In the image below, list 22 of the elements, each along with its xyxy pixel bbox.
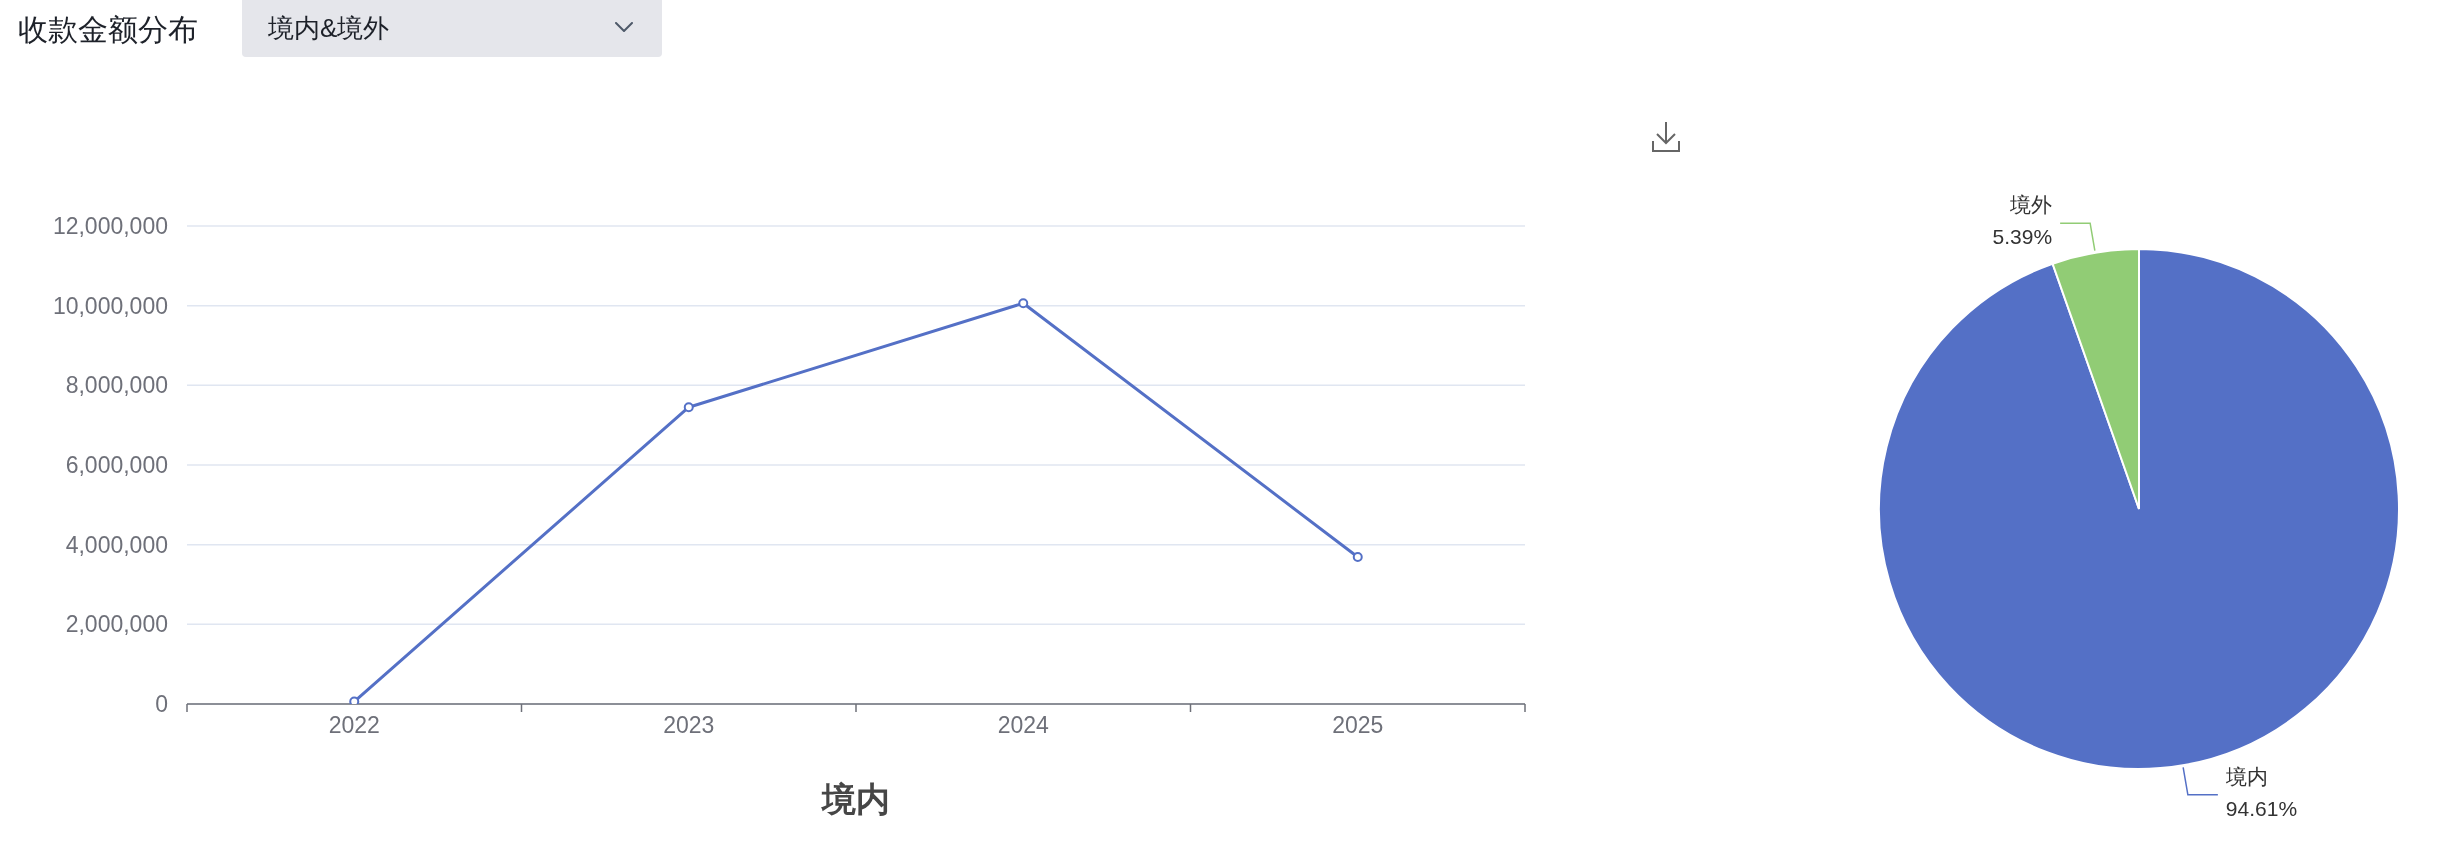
point: [683, 402, 694, 413]
text: 境内: [820, 779, 891, 820]
y-tick-label: 6,000,000: [65, 452, 168, 479]
text: 收款金额分布: [18, 12, 198, 48]
x-tick-label: 2022: [328, 712, 380, 739]
y-tick-label: 12,000,000: [52, 213, 168, 240]
x-tick-label: 2024: [997, 712, 1050, 739]
y-tick-label: 0: [155, 691, 168, 718]
data-label: 5.39%: [1992, 225, 2053, 249]
data-label: 94.61%: [2225, 796, 2298, 820]
slice-label: 境内: [2224, 764, 2268, 788]
dropdown: 境内&境外: [242, 0, 662, 57]
point: [1018, 298, 1029, 309]
slice-label: 境外: [2009, 193, 2053, 217]
x-tick-label: 2023: [663, 712, 715, 739]
y-tick-label: 10,000,000: [52, 292, 168, 319]
point: [1352, 552, 1363, 563]
y-tick-label: 4,000,000: [65, 531, 168, 558]
x-tick-label: 2025: [1332, 712, 1384, 739]
point: [349, 696, 360, 704]
y-tick-label: 8,000,000: [65, 372, 168, 399]
y-tick-label: 2,000,000: [65, 611, 168, 638]
